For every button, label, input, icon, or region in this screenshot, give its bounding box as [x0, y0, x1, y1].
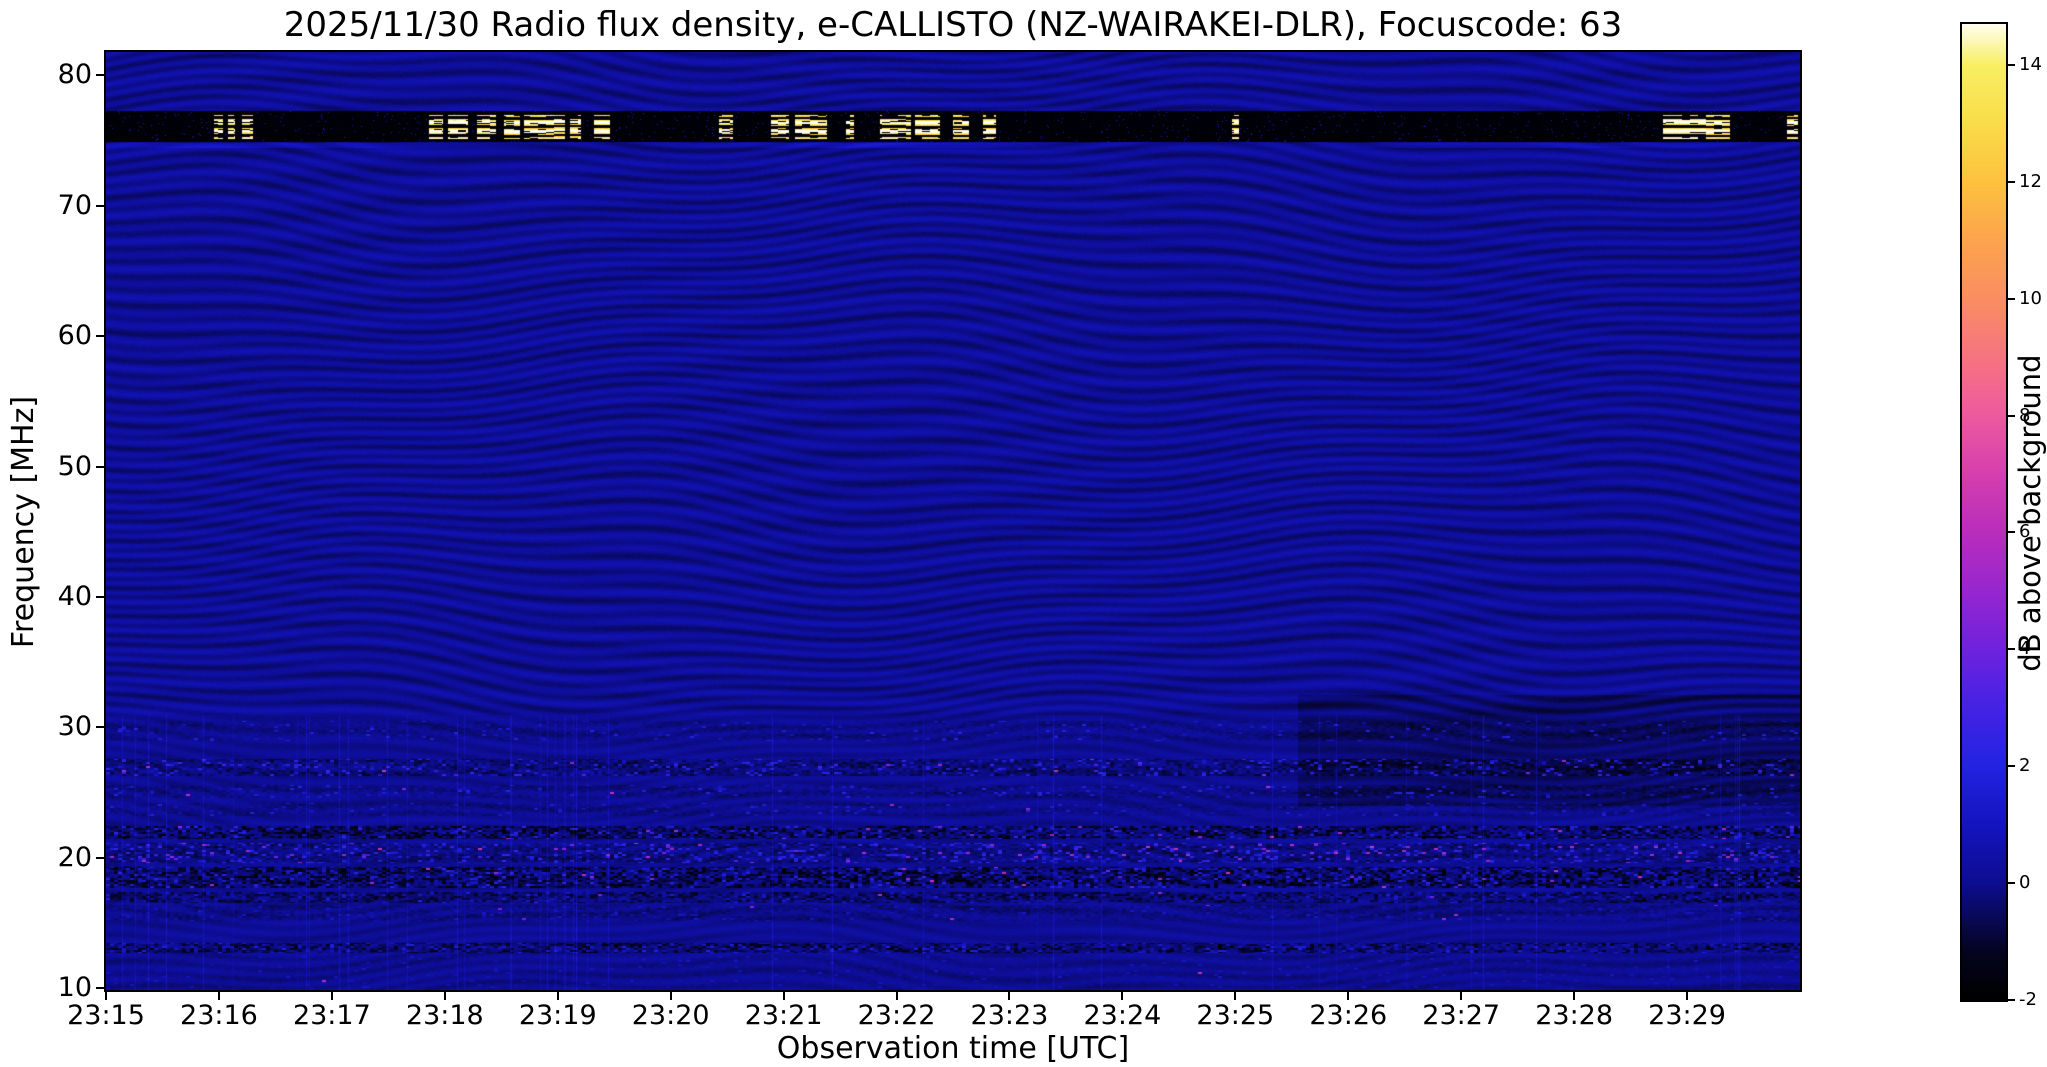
colorbar-tick-label: 2	[2019, 755, 2031, 777]
colorbar-tick-mark	[2008, 297, 2015, 300]
y-tick-mark	[96, 204, 104, 207]
y-tick-mark	[96, 595, 104, 598]
x-tick-mark	[1573, 992, 1576, 1000]
y-tick-mark	[96, 726, 104, 729]
x-tick-mark	[1121, 992, 1124, 1000]
colorbar-tick-mark	[2008, 63, 2015, 66]
x-tick-label: 23:27	[1422, 1000, 1501, 1031]
colorbar-tick-label: 12	[2019, 170, 2042, 192]
colorbar-tick-mark	[2008, 531, 2015, 534]
y-axis-label: Frequency [MHz]	[6, 395, 41, 649]
colorbar-tick-label: 4	[2019, 638, 2031, 660]
x-tick-label: 23:15	[67, 1000, 145, 1031]
x-tick-label: 23:20	[631, 1000, 710, 1031]
x-tick-label: 23:28	[1535, 1000, 1614, 1031]
y-tick-mark	[96, 987, 104, 990]
x-tick-mark	[443, 992, 446, 1000]
x-tick-mark	[217, 992, 220, 1000]
x-tick-label: 23:23	[970, 1000, 1049, 1031]
plot-area	[104, 50, 1802, 992]
spectrogram-canvas	[106, 52, 1800, 990]
y-tick-mark	[96, 74, 104, 77]
x-axis-label: Observation time [UTC]	[776, 1031, 1130, 1066]
x-tick-label: 23:24	[1083, 1000, 1162, 1031]
colorbar-tick-mark	[2008, 765, 2015, 768]
y-tick-label: 80	[57, 59, 92, 91]
x-tick-mark	[1008, 992, 1011, 1000]
colorbar-tick-label: 6	[2019, 521, 2031, 543]
x-tick-label: 23:26	[1309, 1000, 1388, 1031]
y-tick-mark	[96, 465, 104, 468]
colorbar-tick-label: 14	[2019, 53, 2042, 75]
x-tick-mark	[1347, 992, 1350, 1000]
y-tick-label: 40	[57, 580, 92, 612]
colorbar-tick-label: 10	[2019, 287, 2042, 309]
colorbar-tick-label: 0	[2019, 872, 2031, 894]
y-tick-label: 20	[57, 841, 92, 873]
x-tick-mark	[1234, 992, 1237, 1000]
colorbar-tick-mark	[2008, 999, 2015, 1001]
colorbar-tick-label: -2	[2019, 989, 2037, 1010]
x-tick-mark	[895, 992, 898, 1000]
x-tick-label: 23:21	[744, 1000, 823, 1031]
y-tick-label: 60	[57, 320, 92, 352]
x-tick-mark	[556, 992, 559, 1000]
x-tick-label: 23:22	[857, 1000, 936, 1031]
x-tick-label: 23:17	[292, 1000, 371, 1031]
x-tick-mark	[782, 992, 785, 1000]
colorbar-canvas	[1962, 24, 2006, 1000]
y-tick-label: 10	[57, 972, 92, 1004]
x-tick-label: 23:19	[518, 1000, 597, 1031]
y-tick-label: 50	[57, 450, 92, 482]
x-tick-label: 23:29	[1648, 1000, 1726, 1031]
y-tick-mark	[96, 335, 104, 338]
x-tick-label: 23:18	[405, 1000, 484, 1031]
x-tick-mark	[330, 992, 333, 1000]
colorbar-tick-label: 8	[2019, 404, 2031, 426]
colorbar-tick-mark	[2008, 180, 2015, 183]
colorbar-label: dB above background	[2013, 354, 2047, 672]
x-tick-label: 23:16	[180, 1000, 258, 1031]
colorbar-tick-mark	[2008, 882, 2015, 885]
x-tick-label: 23:25	[1196, 1000, 1275, 1031]
y-tick-mark	[96, 856, 104, 859]
x-tick-mark	[1686, 992, 1689, 1000]
y-tick-label: 30	[57, 711, 92, 743]
colorbar-tick-mark	[2008, 648, 2015, 651]
x-tick-mark	[105, 992, 107, 1000]
y-tick-label: 70	[57, 189, 92, 221]
chart-title: 2025/11/30 Radio flux density, e-CALLIST…	[283, 5, 1623, 45]
x-tick-mark	[669, 992, 672, 1000]
colorbar	[1960, 22, 2008, 1002]
x-tick-mark	[1460, 992, 1463, 1000]
colorbar-tick-mark	[2008, 414, 2015, 417]
